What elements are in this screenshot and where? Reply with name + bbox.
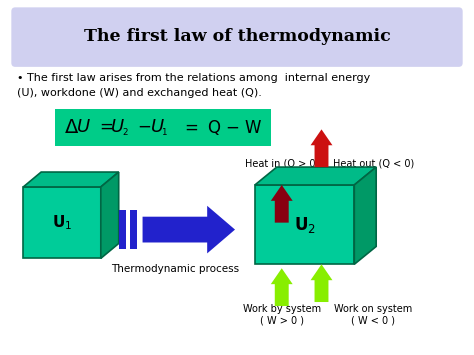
Text: • The first law arises from the relations among  internal energy: • The first law arises from the relation… <box>17 73 371 83</box>
Polygon shape <box>101 172 118 258</box>
Polygon shape <box>354 167 376 264</box>
FancyBboxPatch shape <box>11 7 463 67</box>
Text: U: U <box>111 119 124 136</box>
Text: U$_2$: U$_2$ <box>293 215 316 235</box>
Polygon shape <box>271 268 292 306</box>
Text: $_2$: $_2$ <box>122 125 128 138</box>
Text: Heat in (Q > 0): Heat in (Q > 0) <box>245 158 319 168</box>
Bar <box>23 187 101 258</box>
Text: $\Delta$: $\Delta$ <box>64 118 79 137</box>
Text: $=$ Q $-$ W: $=$ Q $-$ W <box>172 118 263 137</box>
Text: (U), workdone (W) and exchanged heat (Q).: (U), workdone (W) and exchanged heat (Q)… <box>17 88 262 98</box>
Text: Work on system
( W < 0 ): Work on system ( W < 0 ) <box>334 304 412 326</box>
Polygon shape <box>310 264 332 302</box>
FancyBboxPatch shape <box>55 109 271 146</box>
Text: U$_1$: U$_1$ <box>52 213 72 232</box>
Polygon shape <box>143 206 235 253</box>
Bar <box>255 185 354 264</box>
Text: Heat out (Q < 0): Heat out (Q < 0) <box>333 158 414 168</box>
Text: Work by system
( W > 0 ): Work by system ( W > 0 ) <box>243 304 321 326</box>
Polygon shape <box>271 185 292 223</box>
Polygon shape <box>255 167 376 185</box>
Text: Thermodynamic process: Thermodynamic process <box>111 264 239 274</box>
Bar <box>118 210 126 250</box>
Polygon shape <box>23 172 118 187</box>
Text: U: U <box>77 119 90 136</box>
Bar <box>129 210 137 250</box>
Text: $=$: $=$ <box>91 119 118 136</box>
Text: $_1$: $_1$ <box>162 125 168 138</box>
Text: U: U <box>151 119 164 136</box>
Text: The first law of thermodynamic: The first law of thermodynamic <box>83 28 391 45</box>
Polygon shape <box>310 129 332 167</box>
Text: $-$: $-$ <box>132 119 153 136</box>
